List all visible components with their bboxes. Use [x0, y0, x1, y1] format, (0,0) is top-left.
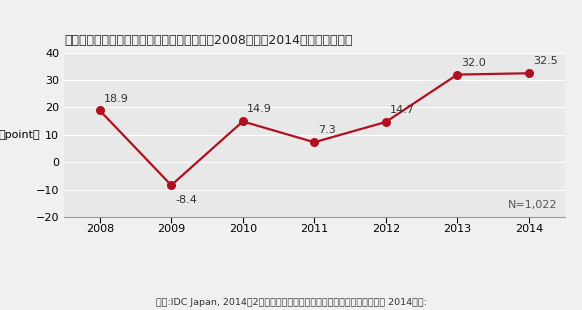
Text: 14.9: 14.9	[247, 104, 272, 114]
Text: N=1,022: N=1,022	[508, 201, 557, 210]
Text: 出典:IDC Japan, 2014年2月「国内企業のストレージ利用実態に関する調査 2014年版:: 出典:IDC Japan, 2014年2月「国内企業のストレージ利用実態に関する…	[155, 298, 427, 307]
Text: 14.7: 14.7	[390, 105, 415, 115]
Text: 32.5: 32.5	[533, 56, 558, 66]
Text: 7.3: 7.3	[318, 125, 336, 135]
Text: 18.9: 18.9	[104, 94, 129, 104]
Text: -8.4: -8.4	[175, 195, 197, 205]
Y-axis label: （point）: （point）	[0, 130, 40, 140]
Text: ストレージ予算の増減に対する回答の傾向、2008年度～2014年度（見込み）: ストレージ予算の増減に対する回答の傾向、2008年度～2014年度（見込み）	[64, 34, 353, 47]
Text: 32.0: 32.0	[462, 58, 486, 68]
